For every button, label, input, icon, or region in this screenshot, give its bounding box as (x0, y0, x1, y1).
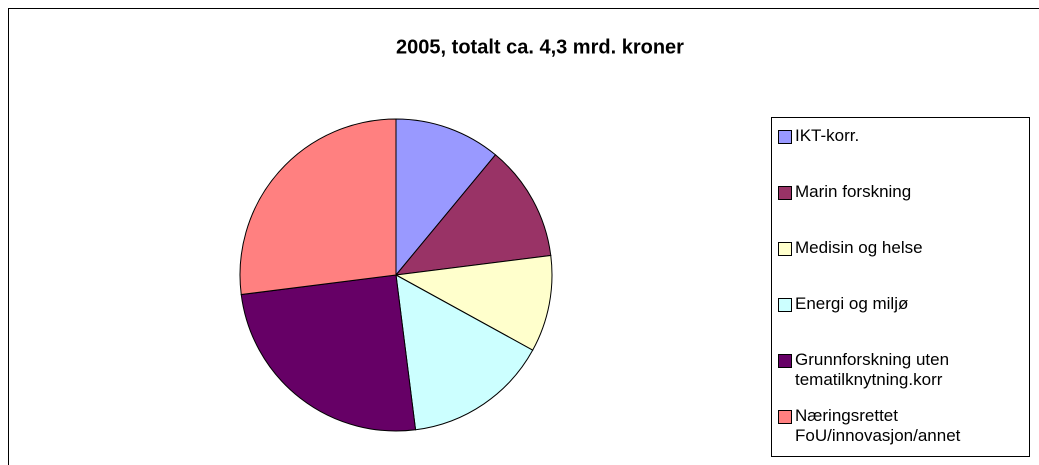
pie-slice (394, 254, 553, 351)
legend-swatch (778, 410, 792, 424)
legend-item: Marin forskning (778, 182, 1025, 238)
pie-slice (395, 118, 497, 277)
legend-label: Grunnforskning uten tematilknytning.korr (795, 350, 950, 389)
pie-slice (394, 154, 552, 276)
pie (239, 118, 553, 432)
pie-slice (239, 118, 397, 296)
pie-slice (395, 274, 534, 431)
pie-slice (240, 274, 417, 432)
legend-label: Energi og miljø (795, 294, 909, 313)
legend-label: Næringsrettet FoU/innovasjon/annet (795, 406, 961, 445)
legend-swatch (778, 298, 792, 312)
legend-swatch (778, 186, 792, 200)
legend-item: Næringsrettet FoU/innovasjon/annet (778, 406, 1025, 462)
legend-label: Marin forskning (795, 182, 912, 201)
legend-swatch (778, 242, 792, 256)
legend-item: Energi og miljø (778, 294, 1025, 350)
legend-item: IKT-korr. (778, 126, 1025, 182)
chart-title: 2005, totalt ca. 4,3 mrd. kroner (396, 36, 684, 58)
legend: IKT-korr. Marin forskning Medisin og helse… (771, 117, 1030, 457)
legend-label: IKT-korr. (795, 126, 860, 145)
legend-item: Grunnforskning uten tematilknytning.korr (778, 350, 1025, 406)
legend-swatch (778, 354, 792, 368)
legend-swatch (778, 130, 792, 144)
legend-label: Medisin og helse (795, 238, 923, 257)
legend-item: Medisin og helse (778, 238, 1025, 294)
